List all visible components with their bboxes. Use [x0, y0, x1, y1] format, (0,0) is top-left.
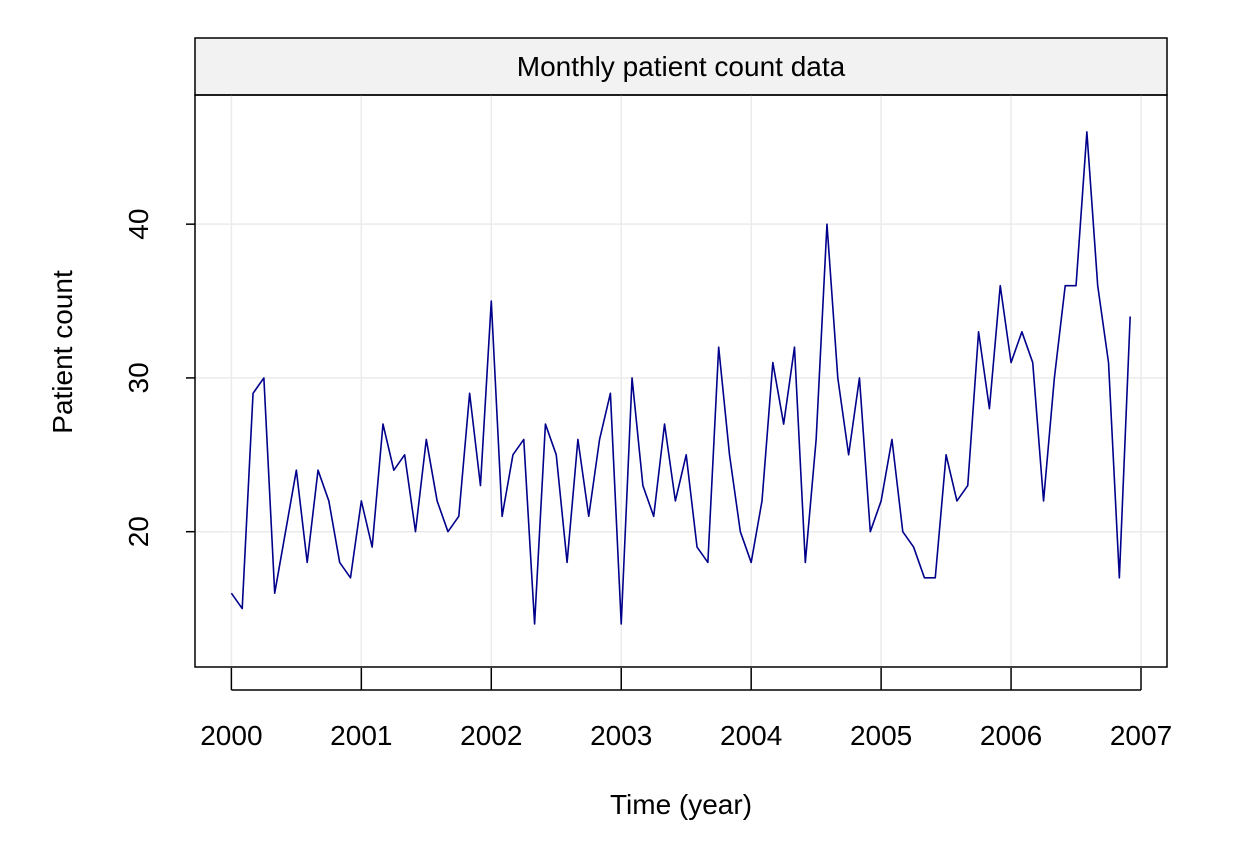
grid-lines: [195, 95, 1167, 667]
x-tick-label: 2007: [1110, 720, 1172, 751]
x-tick-label: 2006: [980, 720, 1042, 751]
chart-title: Monthly patient count data: [517, 51, 846, 82]
plot-panel: [194, 94, 1168, 668]
y-axis-label: Patient count: [47, 270, 78, 434]
y-tick-label: 30: [123, 362, 154, 393]
x-tick-label: 2005: [850, 720, 912, 751]
x-tick-label: 2001: [330, 720, 392, 751]
series-layer: [230, 131, 1131, 625]
x-tick-label: 2003: [590, 720, 652, 751]
x-tick-label: 2002: [460, 720, 522, 751]
y-tick-label: 40: [123, 209, 154, 240]
x-tick-label: 2000: [200, 720, 262, 751]
series-line: [230, 131, 1131, 625]
title-strip: [194, 37, 1168, 96]
y-tick-label: 20: [123, 516, 154, 547]
x-axis-label: Time (year): [610, 789, 752, 820]
y-axis: 20 30 40: [123, 209, 195, 547]
x-axis: 2000 2001 2002 2003 2004 2005 2006 2007: [200, 668, 1172, 751]
x-tick-label: 2004: [720, 720, 782, 751]
